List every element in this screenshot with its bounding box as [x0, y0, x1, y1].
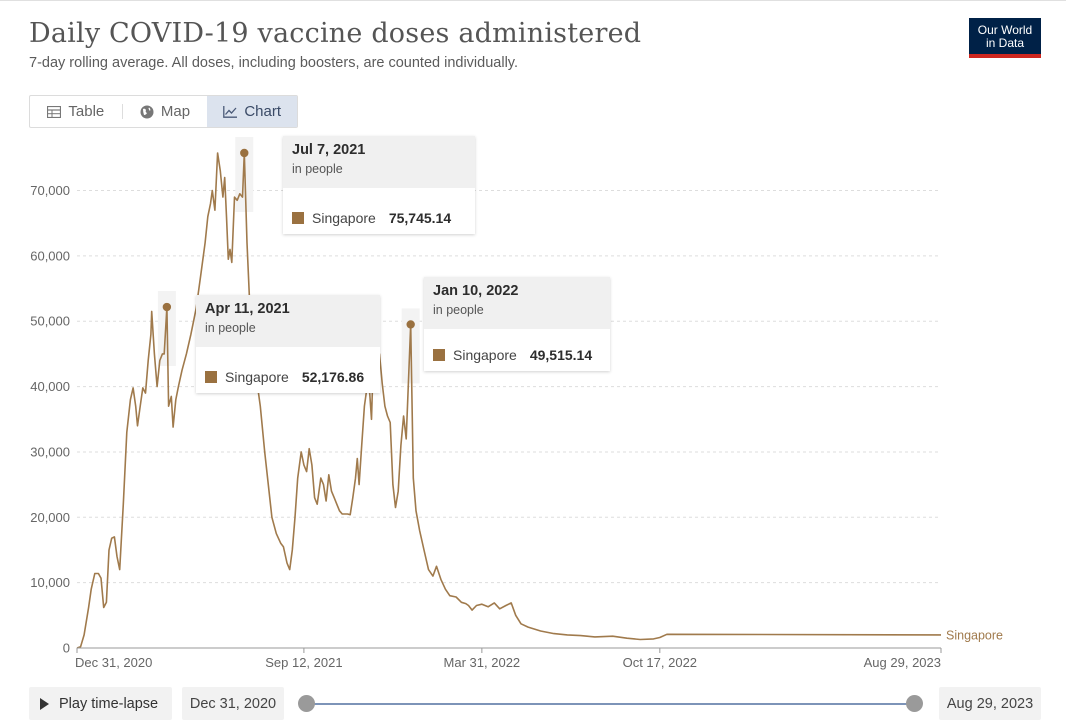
logo-line1: Our World — [977, 23, 1033, 37]
timeline-controls: Play time-lapse Dec 31, 2020 Aug 29, 202… — [0, 687, 1066, 720]
tab-table[interactable]: Table — [30, 96, 122, 127]
tooltip-unit: in people — [292, 162, 343, 176]
chart-title: Daily COVID-19 vaccine doses administere… — [29, 18, 642, 49]
tooltip-value: 49,515.14 — [529, 347, 593, 363]
tooltip-value: 75,745.14 — [388, 210, 452, 226]
timeline-start-date[interactable]: Dec 31, 2020 — [182, 687, 284, 720]
timeline-start-handle[interactable] — [298, 695, 315, 712]
tooltip-unit: in people — [433, 303, 484, 317]
play-timelapse-button[interactable]: Play time-lapse — [29, 687, 172, 720]
legend-swatch — [292, 212, 304, 224]
tooltip-header: Jan 10, 2022 in people — [424, 277, 610, 329]
owid-logo[interactable]: Our World in Data — [969, 18, 1041, 58]
tooltip-value: 52,176.86 — [301, 369, 365, 385]
y-tick-label: 20,000 — [30, 510, 70, 525]
y-tick-label: 50,000 — [30, 314, 70, 329]
series-line-singapore[interactable] — [76, 152, 942, 649]
line-chart[interactable]: 0 10,000 20,000 30,000 40,000 50,000 60,000 70,… — [0, 0, 1066, 680]
tooltip-jan-10-2022: Jan 10, 2022 in people Singapore 49,515.… — [424, 277, 610, 371]
line-chart-icon — [223, 105, 238, 118]
tab-chart[interactable]: Chart — [207, 96, 298, 127]
tab-map[interactable]: Map — [123, 96, 208, 127]
tooltip-header: Apr 11, 2021 in people — [196, 295, 380, 347]
tooltip-unit: in people — [205, 321, 256, 335]
highlight-point[interactable] — [406, 320, 415, 329]
x-tick-label: Mar 31, 2022 — [444, 655, 521, 670]
highlight-point[interactable] — [162, 302, 172, 312]
tooltip-row: Singapore 75,745.14 — [292, 210, 451, 226]
top-rule — [0, 0, 1066, 1]
y-tick-label: 60,000 — [30, 248, 70, 263]
tooltip-date: Apr 11, 2021 — [205, 301, 290, 317]
x-tick-label: Oct 17, 2022 — [623, 655, 697, 670]
y-tick-label: 0 — [63, 641, 70, 656]
tooltip-jul-7-2021: Jul 7, 2021 in people Singapore 75,745.1… — [283, 136, 475, 234]
series-layer — [76, 152, 942, 649]
y-tick-label: 70,000 — [30, 183, 70, 198]
tooltip-country: Singapore — [312, 210, 376, 226]
highlight-point[interactable] — [240, 148, 249, 158]
table-icon — [47, 105, 62, 118]
tab-table-label: Table — [68, 103, 105, 120]
tab-map-label: Map — [160, 103, 191, 120]
tab-chart-label: Chart — [244, 103, 282, 120]
markers — [162, 148, 415, 329]
timeline-slider-track[interactable] — [307, 703, 915, 705]
tooltip-apr-11-2021: Apr 11, 2021 in people Singapore 52,176.… — [196, 295, 380, 393]
tooltip-header: Jul 7, 2021 in people — [283, 136, 475, 188]
view-tabs: Table Map Chart — [29, 95, 298, 128]
tooltip-country: Singapore — [453, 347, 517, 363]
tooltip-date: Jan 10, 2022 — [433, 283, 519, 299]
y-tick-label: 10,000 — [30, 575, 70, 590]
x-tick-label: Aug 29, 2023 — [864, 655, 941, 670]
play-label: Play time-lapse — [59, 695, 159, 712]
globe-icon — [140, 105, 154, 118]
tooltip-country: Singapore — [225, 369, 289, 385]
series-end-label: Singapore — [946, 628, 1003, 642]
x-tick-label: Sep 12, 2021 — [265, 655, 342, 670]
legend-swatch — [433, 349, 445, 361]
legend-swatch — [205, 371, 217, 383]
y-tick-label: 30,000 — [30, 444, 70, 459]
x-tick-label: Dec 31, 2020 — [75, 655, 152, 670]
logo-line2: in Data — [985, 36, 1025, 50]
tooltip-date: Jul 7, 2021 — [292, 142, 366, 158]
tooltip-row: Singapore 49,515.14 — [433, 347, 592, 363]
timeline-end-date[interactable]: Aug 29, 2023 — [939, 687, 1041, 720]
chart-subtitle: 7-day rolling average. All doses, includ… — [29, 55, 518, 71]
axes: 0 10,000 20,000 30,000 40,000 50,000 60,000 70,… — [30, 183, 1003, 670]
play-icon — [40, 697, 49, 710]
timeline-end-handle[interactable] — [906, 695, 923, 712]
tab-separator — [121, 104, 123, 119]
tooltip-row: Singapore 52,176.86 — [205, 369, 364, 385]
y-tick-label: 40,000 — [30, 379, 70, 394]
